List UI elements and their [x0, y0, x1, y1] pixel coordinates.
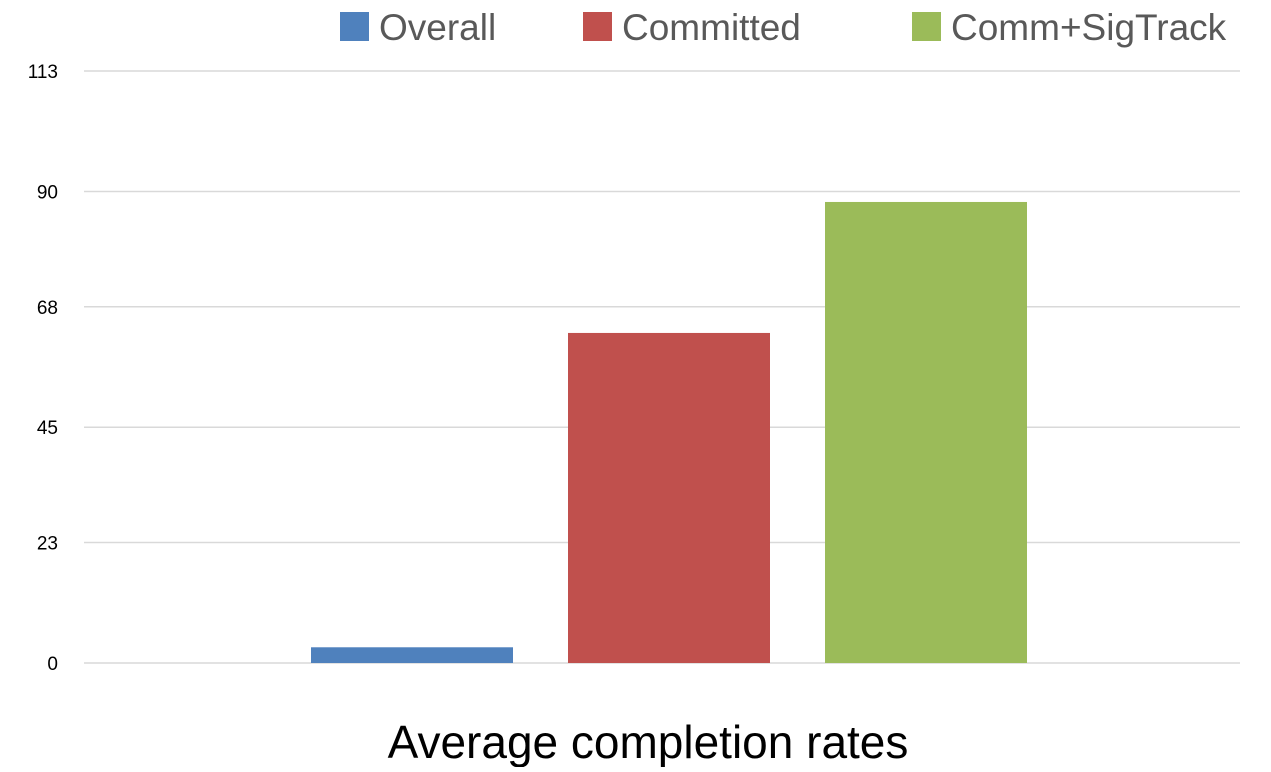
y-tick-label: 90: [37, 182, 58, 203]
y-tick-label: 45: [37, 418, 58, 439]
y-tick-label: 0: [47, 654, 58, 675]
y-tick-label: 113: [28, 62, 58, 83]
legend-swatch-overall: [340, 12, 369, 41]
y-axis-tick-labels: 0 23 45 68 90 113: [28, 62, 58, 675]
y-tick-label: 68: [37, 298, 58, 319]
chart-title: Average completion rates: [388, 716, 909, 767]
y-tick-label: 23: [37, 534, 58, 555]
legend-label-committed: Committed: [622, 7, 801, 48]
bar-comm-sigtrack: [825, 202, 1027, 663]
legend-swatch-comm-sigtrack: [912, 12, 941, 41]
legend-swatch-committed: [583, 12, 612, 41]
legend-label-overall: Overall: [379, 7, 496, 48]
legend: Overall Committed Comm+SigTrack: [340, 7, 1227, 48]
bar-overall: [311, 647, 513, 663]
bars: [311, 202, 1027, 663]
bar-committed: [568, 333, 770, 663]
legend-label-comm-sigtrack: Comm+SigTrack: [951, 7, 1227, 48]
